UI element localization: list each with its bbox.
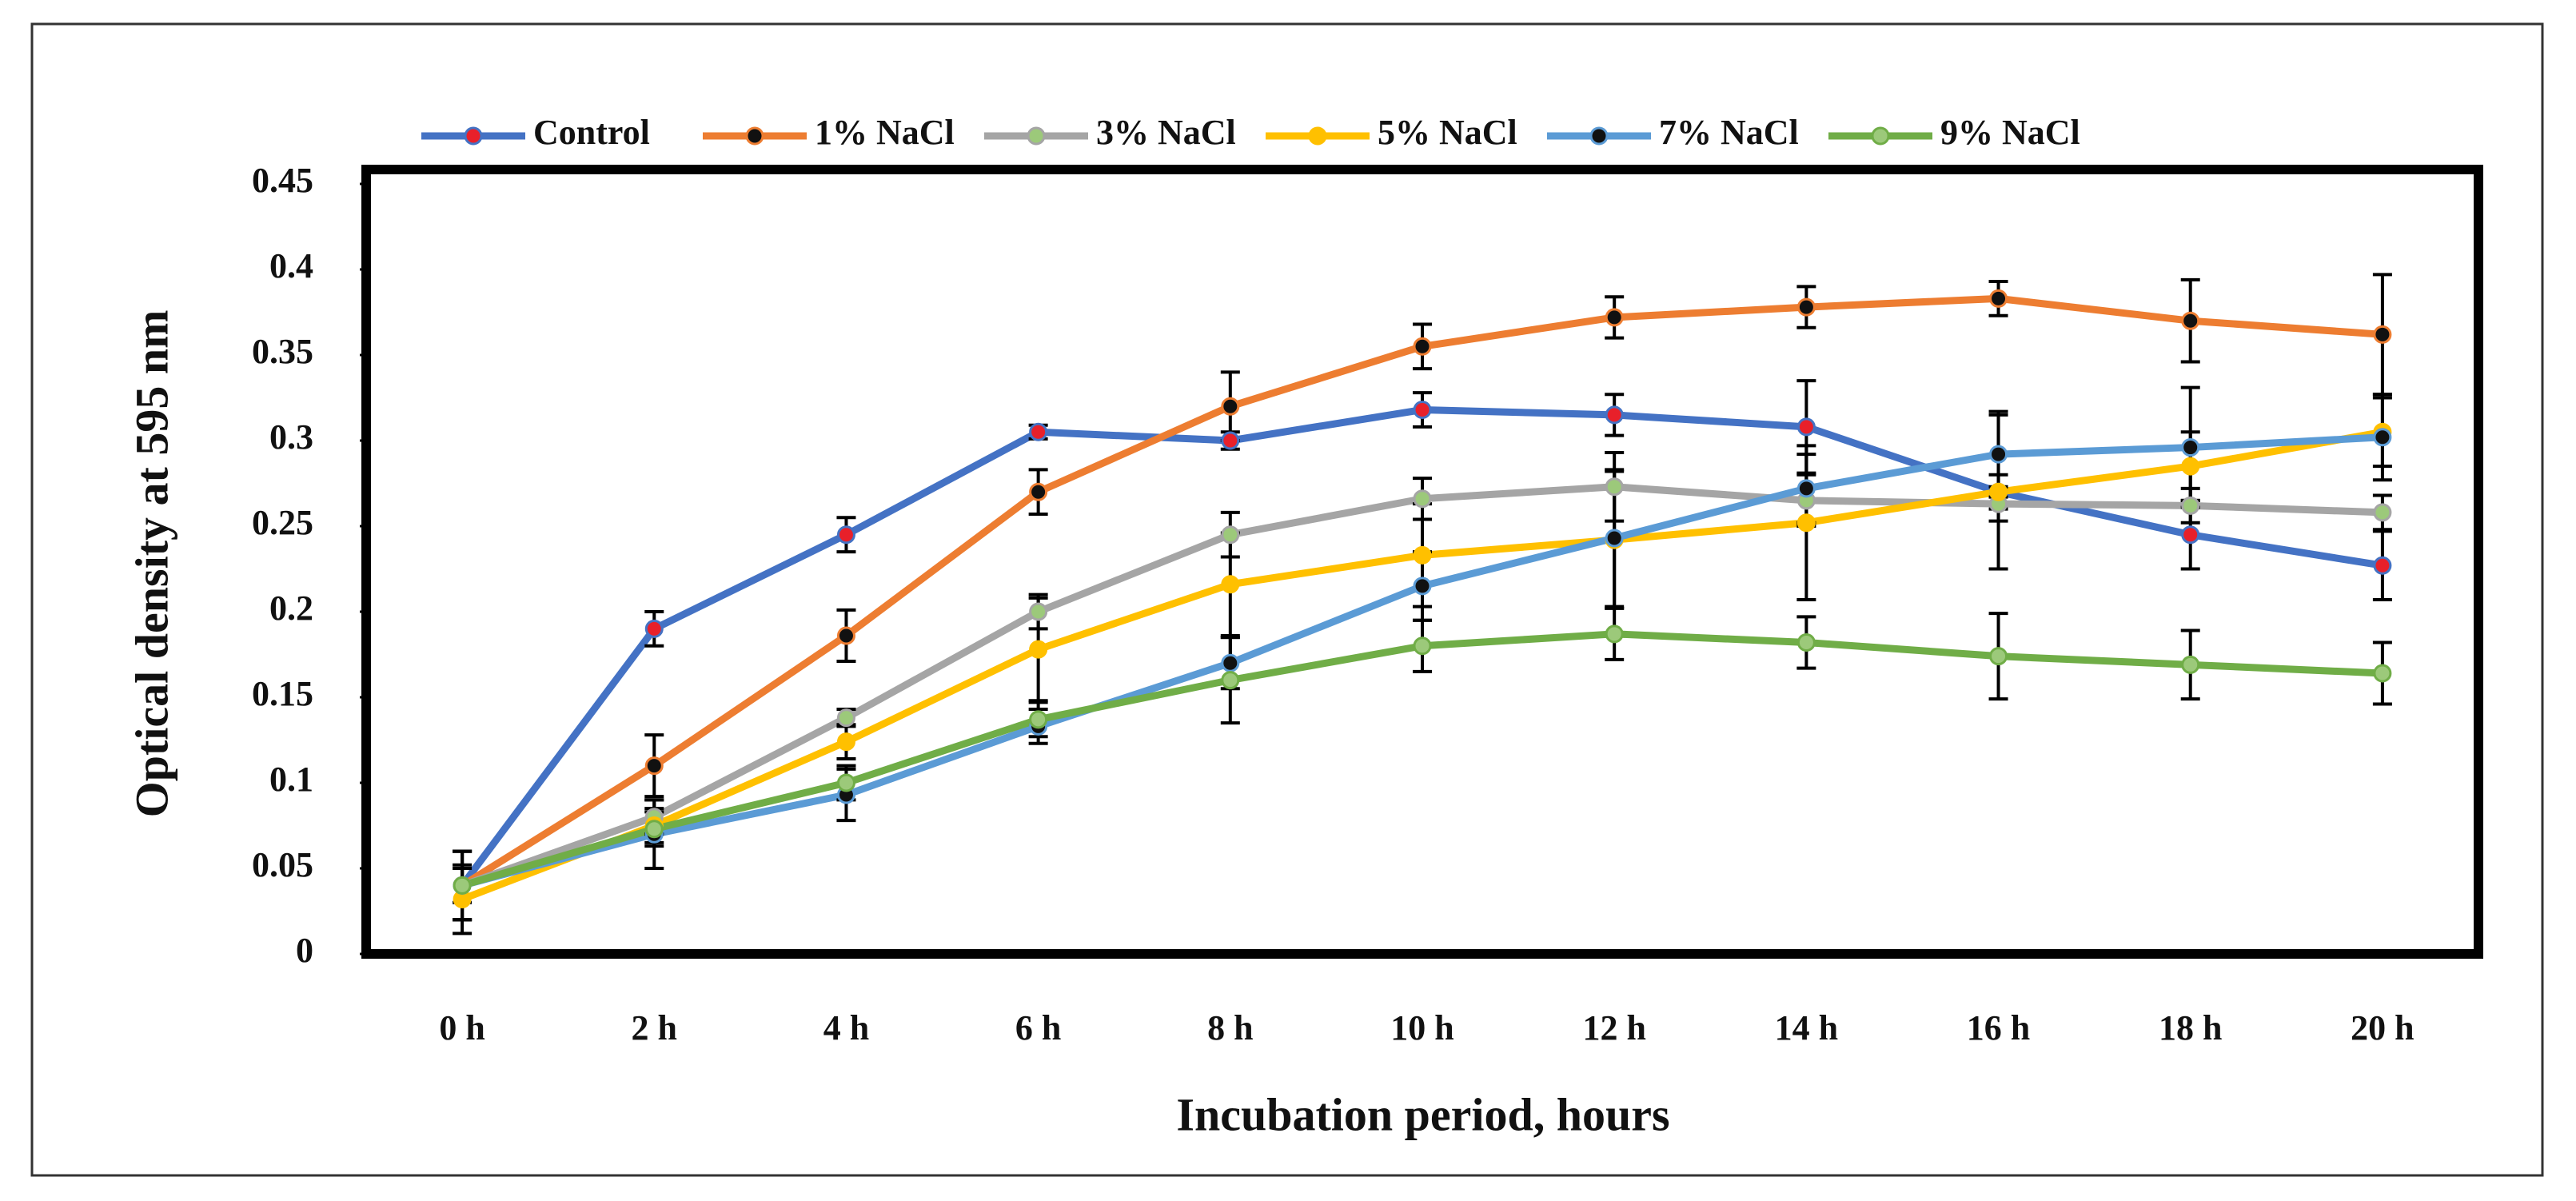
legend-marker (1871, 126, 1890, 146)
x-tick-label: 16 h (1967, 1008, 2030, 1047)
data-point (836, 773, 855, 792)
data-point (1796, 513, 1816, 533)
legend-label: 3% NaCl (1096, 113, 1236, 152)
data-point (644, 820, 664, 839)
data-point (1029, 710, 1048, 729)
legend-marker (464, 126, 483, 146)
data-point (1989, 445, 2008, 464)
x-tick-label: 4 h (823, 1008, 869, 1047)
x-tick-label: 2 h (632, 1008, 677, 1047)
data-point (1605, 477, 1624, 497)
data-point (1413, 577, 1432, 596)
data-point (1029, 640, 1048, 659)
data-point (453, 876, 472, 895)
y-tick-label: 0.1 (269, 760, 313, 799)
x-tick-label: 18 h (2159, 1008, 2222, 1047)
data-point (1221, 525, 1240, 545)
data-point (836, 732, 855, 752)
x-tick-label: 0 h (439, 1008, 484, 1047)
data-point (2373, 325, 2392, 344)
x-tick-label: 8 h (1207, 1008, 1253, 1047)
x-axis-label: Incubation period, hours (1176, 1088, 1669, 1140)
data-point (836, 525, 855, 545)
data-point (1413, 489, 1432, 509)
x-tick-label: 20 h (2351, 1008, 2414, 1047)
data-point (1413, 636, 1432, 656)
plot-frame (361, 165, 2483, 959)
data-point (836, 708, 855, 728)
data-point (2373, 503, 2392, 522)
legend-marker (1308, 126, 1327, 146)
data-point (1221, 575, 1240, 594)
data-point (1989, 289, 2008, 308)
legend-marker (1589, 126, 1609, 146)
data-point (644, 619, 664, 638)
data-point (2373, 664, 2392, 683)
data-point (1029, 482, 1048, 501)
y-tick-label: 0.05 (252, 845, 313, 884)
data-point (2373, 428, 2392, 447)
outer-frame (30, 22, 2544, 1177)
legend-label: 7% NaCl (1659, 113, 1799, 152)
data-point (1605, 529, 1624, 548)
data-point (1221, 431, 1240, 450)
data-point (1413, 545, 1432, 565)
data-point (1989, 647, 2008, 666)
data-point (1221, 397, 1240, 416)
data-point (1605, 624, 1624, 644)
data-point (1796, 417, 1816, 437)
y-tick-label: 0.25 (252, 503, 313, 542)
data-point (2181, 525, 2200, 545)
legend-marker (745, 126, 764, 146)
x-tick-label: 14 h (1775, 1008, 1838, 1047)
y-tick-label: 0.3 (269, 417, 313, 457)
data-point (2181, 496, 2200, 515)
data-point (1413, 337, 1432, 356)
legend-label: 1% NaCl (815, 113, 955, 152)
y-tick-label: 0 (296, 931, 313, 970)
data-point (2181, 655, 2200, 674)
data-point (1796, 297, 1816, 317)
legend-label: Control (533, 113, 650, 152)
x-tick-label: 12 h (1582, 1008, 1645, 1047)
y-tick-label: 0.15 (252, 674, 313, 713)
x-tick-label: 6 h (1015, 1008, 1061, 1047)
data-point (2373, 556, 2392, 575)
data-point (1989, 482, 2008, 501)
data-point (1796, 479, 1816, 498)
legend-label: 5% NaCl (1378, 113, 1517, 152)
data-point (2181, 457, 2200, 476)
data-point (1605, 405, 1624, 425)
data-point (1029, 602, 1048, 621)
data-point (644, 756, 664, 776)
y-tick-label: 0.45 (252, 161, 313, 200)
data-point (2181, 311, 2200, 330)
y-tick-label: 0.4 (269, 246, 313, 285)
y-tick-label: 0.35 (252, 332, 313, 371)
plot-area: 0 0.05 0.1 0.15 0.2 0.25 0.3 0.35 0.4 0.45 0 h 2 h 4… (252, 126, 2483, 1047)
data-point (836, 626, 855, 645)
x-tick-label: 10 h (1390, 1008, 1453, 1047)
data-point (1221, 671, 1240, 690)
data-point (1796, 633, 1816, 652)
data-point (1413, 400, 1432, 419)
y-axis-label: Optical density at 595 nm (126, 310, 177, 818)
legend-marker (1027, 126, 1046, 146)
data-point (1029, 422, 1048, 441)
legend-label: 9% NaCl (1940, 113, 2080, 152)
data-point (1221, 653, 1240, 672)
y-tick-label: 0.2 (269, 589, 313, 628)
data-point (1605, 308, 1624, 327)
data-point (2181, 438, 2200, 457)
